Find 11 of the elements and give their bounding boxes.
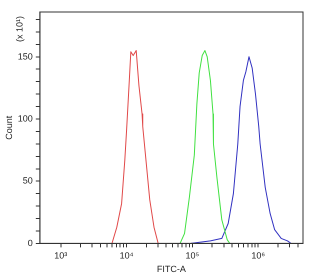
y-axis-title: Count	[4, 115, 14, 140]
y-tick-label: 0	[28, 238, 33, 248]
y-tick-label: 150	[18, 51, 33, 62]
y-tick-label: 50	[22, 176, 33, 186]
x-tick-label: 10⁶	[251, 250, 266, 260]
x-tick-label: 10³	[54, 250, 68, 260]
x-axis-title: FITC-A	[156, 264, 186, 274]
x-tick-label: 10⁵	[186, 250, 200, 260]
y-tick-label: 100	[18, 113, 33, 124]
text: (x 10¹)	[14, 16, 24, 42]
x-tick-label: 10⁴	[120, 250, 134, 260]
